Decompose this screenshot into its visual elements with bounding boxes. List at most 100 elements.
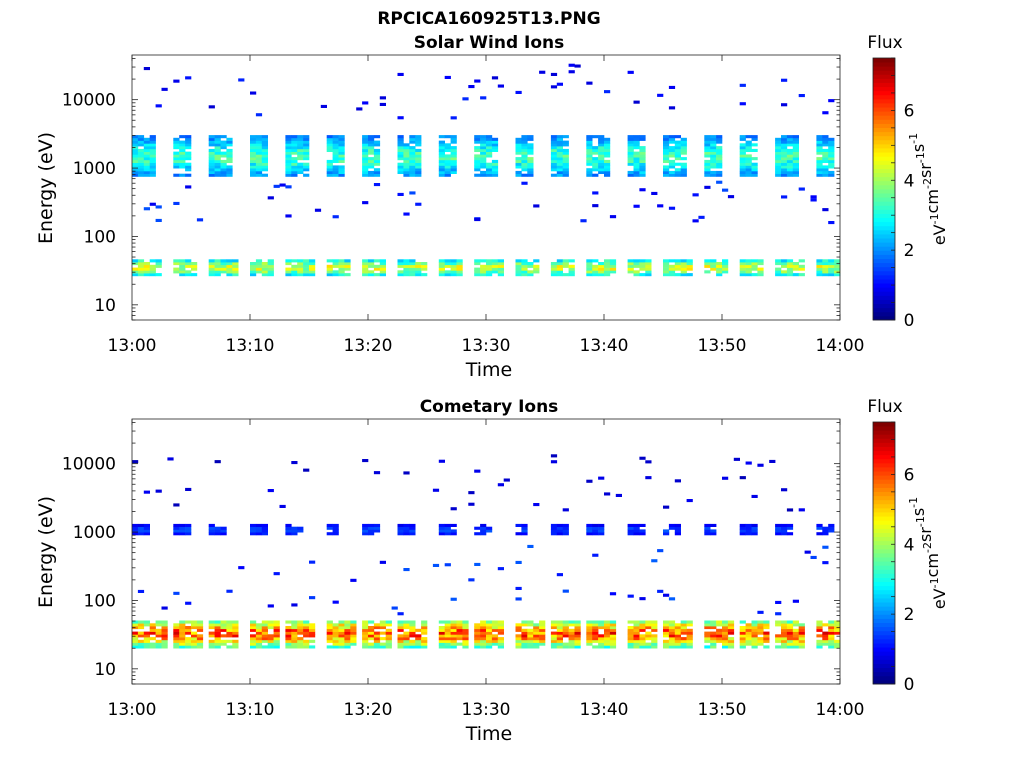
solar_wind_main-cell [338, 168, 345, 172]
solar_wind_low-cell [627, 259, 634, 263]
solar_wind_low-cell [137, 273, 145, 277]
cometary_main-cell [226, 623, 233, 627]
solar_wind_low-cell [562, 264, 569, 268]
cometary_main-cell [326, 626, 333, 630]
solar_wind_main-cell [680, 168, 687, 172]
cometary_main-cell [668, 626, 676, 630]
solar_wind_main-cell [491, 170, 499, 174]
cometary_main-cell [727, 642, 735, 646]
solar_wind_low-cell [403, 262, 410, 266]
solar_wind_low-cell [704, 270, 711, 274]
solar_wind_main-cell [143, 159, 150, 163]
cometary_1000-cell [397, 529, 404, 533]
y-tick-label: 10000 [62, 91, 116, 111]
cometary_main-cell [344, 628, 351, 632]
cometary_main-cell [132, 637, 139, 641]
cometary_main-cell [267, 634, 274, 638]
cometary_main-cell [250, 626, 257, 630]
cometary_main-cell [598, 639, 605, 643]
colorbar-tick-label: 2 [904, 605, 915, 625]
cometary_main-cell [533, 628, 540, 632]
cometary_1000-cell [562, 529, 569, 533]
solar_wind_main-cell [515, 143, 522, 147]
cometary_1000-cell [822, 526, 829, 530]
solar_wind_low-cell [285, 270, 292, 274]
solar_wind_main-cell [291, 137, 298, 141]
cometary_main-cell [633, 639, 640, 643]
sparse_mid-cell [173, 591, 180, 595]
solar_wind_low-cell [309, 259, 316, 263]
solar_wind_main-cell [214, 159, 221, 163]
sparse_mid-cell [397, 192, 404, 196]
solar_wind_main-cell [480, 154, 487, 158]
solar_wind_main-cell [598, 170, 605, 174]
cometary_1000-cell [285, 526, 292, 530]
solar_wind_main-cell [710, 137, 717, 141]
cometary_main-cell [798, 631, 805, 635]
sparse_high-cell [515, 90, 522, 94]
solar_wind_low-cell [155, 273, 162, 277]
cometary_1000-cell [480, 526, 487, 530]
cometary_1000-cell [556, 529, 563, 533]
solar_wind_main-cell [137, 154, 145, 158]
solar_wind_low-cell [822, 259, 829, 263]
solar_wind_main-cell [303, 151, 310, 155]
cometary_main-cell [568, 623, 575, 627]
solar_wind_low-cell [486, 262, 493, 266]
cometary_main-cell [604, 645, 611, 649]
solar_wind_main-cell [586, 135, 593, 139]
cometary_main-cell [338, 642, 345, 646]
cometary_main-cell [226, 634, 233, 638]
colorbar-segment [873, 643, 895, 648]
sparse_mid-cell [609, 592, 617, 596]
cometary_main-cell [214, 634, 221, 638]
cometary_main-cell [592, 628, 599, 632]
cometary_main-cell [179, 631, 186, 635]
solar_wind_main-cell [285, 173, 292, 177]
solar_wind_low-cell [421, 273, 428, 277]
solar_wind_low-cell [191, 262, 198, 266]
solar_wind_low-cell [303, 273, 310, 277]
solar_wind_main-cell [326, 168, 333, 172]
cometary_main-cell [474, 637, 481, 641]
solar_wind_low-cell [663, 273, 670, 277]
sparse_high-cell [828, 99, 835, 103]
cometary_main-cell [444, 639, 451, 643]
solar_wind_main-cell [710, 170, 717, 174]
sparse_mid-cell [309, 596, 316, 600]
cometary_main-cell [486, 620, 493, 624]
cometary_1000-cell [220, 526, 227, 530]
solar_wind_low-cell [556, 264, 563, 268]
cometary_main-cell [533, 623, 540, 627]
solar_wind_low-cell [828, 267, 835, 271]
solar_wind_low-cell [633, 264, 640, 268]
cometary_main-cell [568, 631, 575, 635]
cometary_main-cell [550, 637, 558, 641]
cometary_main-cell [550, 634, 558, 638]
solar_wind_low-cell [409, 264, 416, 268]
cometary_main-cell [450, 631, 457, 635]
cometary_main-cell [273, 628, 280, 632]
solar_wind_low-cell [480, 259, 487, 263]
colorbar-segment [873, 103, 895, 108]
cometary_main-cell [486, 631, 493, 635]
cometary_main-cell [651, 639, 658, 643]
cometary_1000-cell [627, 523, 634, 527]
solar_wind_main-cell [297, 157, 304, 161]
cometary_main-cell [574, 637, 581, 641]
sparse_high-cell [668, 106, 676, 110]
cometary_main-cell [716, 637, 723, 641]
cometary_main-cell [639, 637, 646, 641]
solar_wind_main-cell [792, 170, 799, 174]
solar_wind_main-cell [332, 157, 339, 161]
colorbar-segment [873, 262, 895, 268]
sparse_mid-cell [633, 204, 640, 208]
solar_wind_low-cell [250, 267, 257, 271]
solar_wind_main-cell [816, 148, 823, 152]
solar_wind_low-cell [745, 267, 752, 271]
cometary_main-cell [609, 628, 617, 632]
sparse_high-cell [550, 85, 558, 89]
cometary_1000-cell [332, 529, 339, 533]
cometary_main-cell [250, 645, 257, 649]
cometary_main-cell [350, 637, 357, 641]
